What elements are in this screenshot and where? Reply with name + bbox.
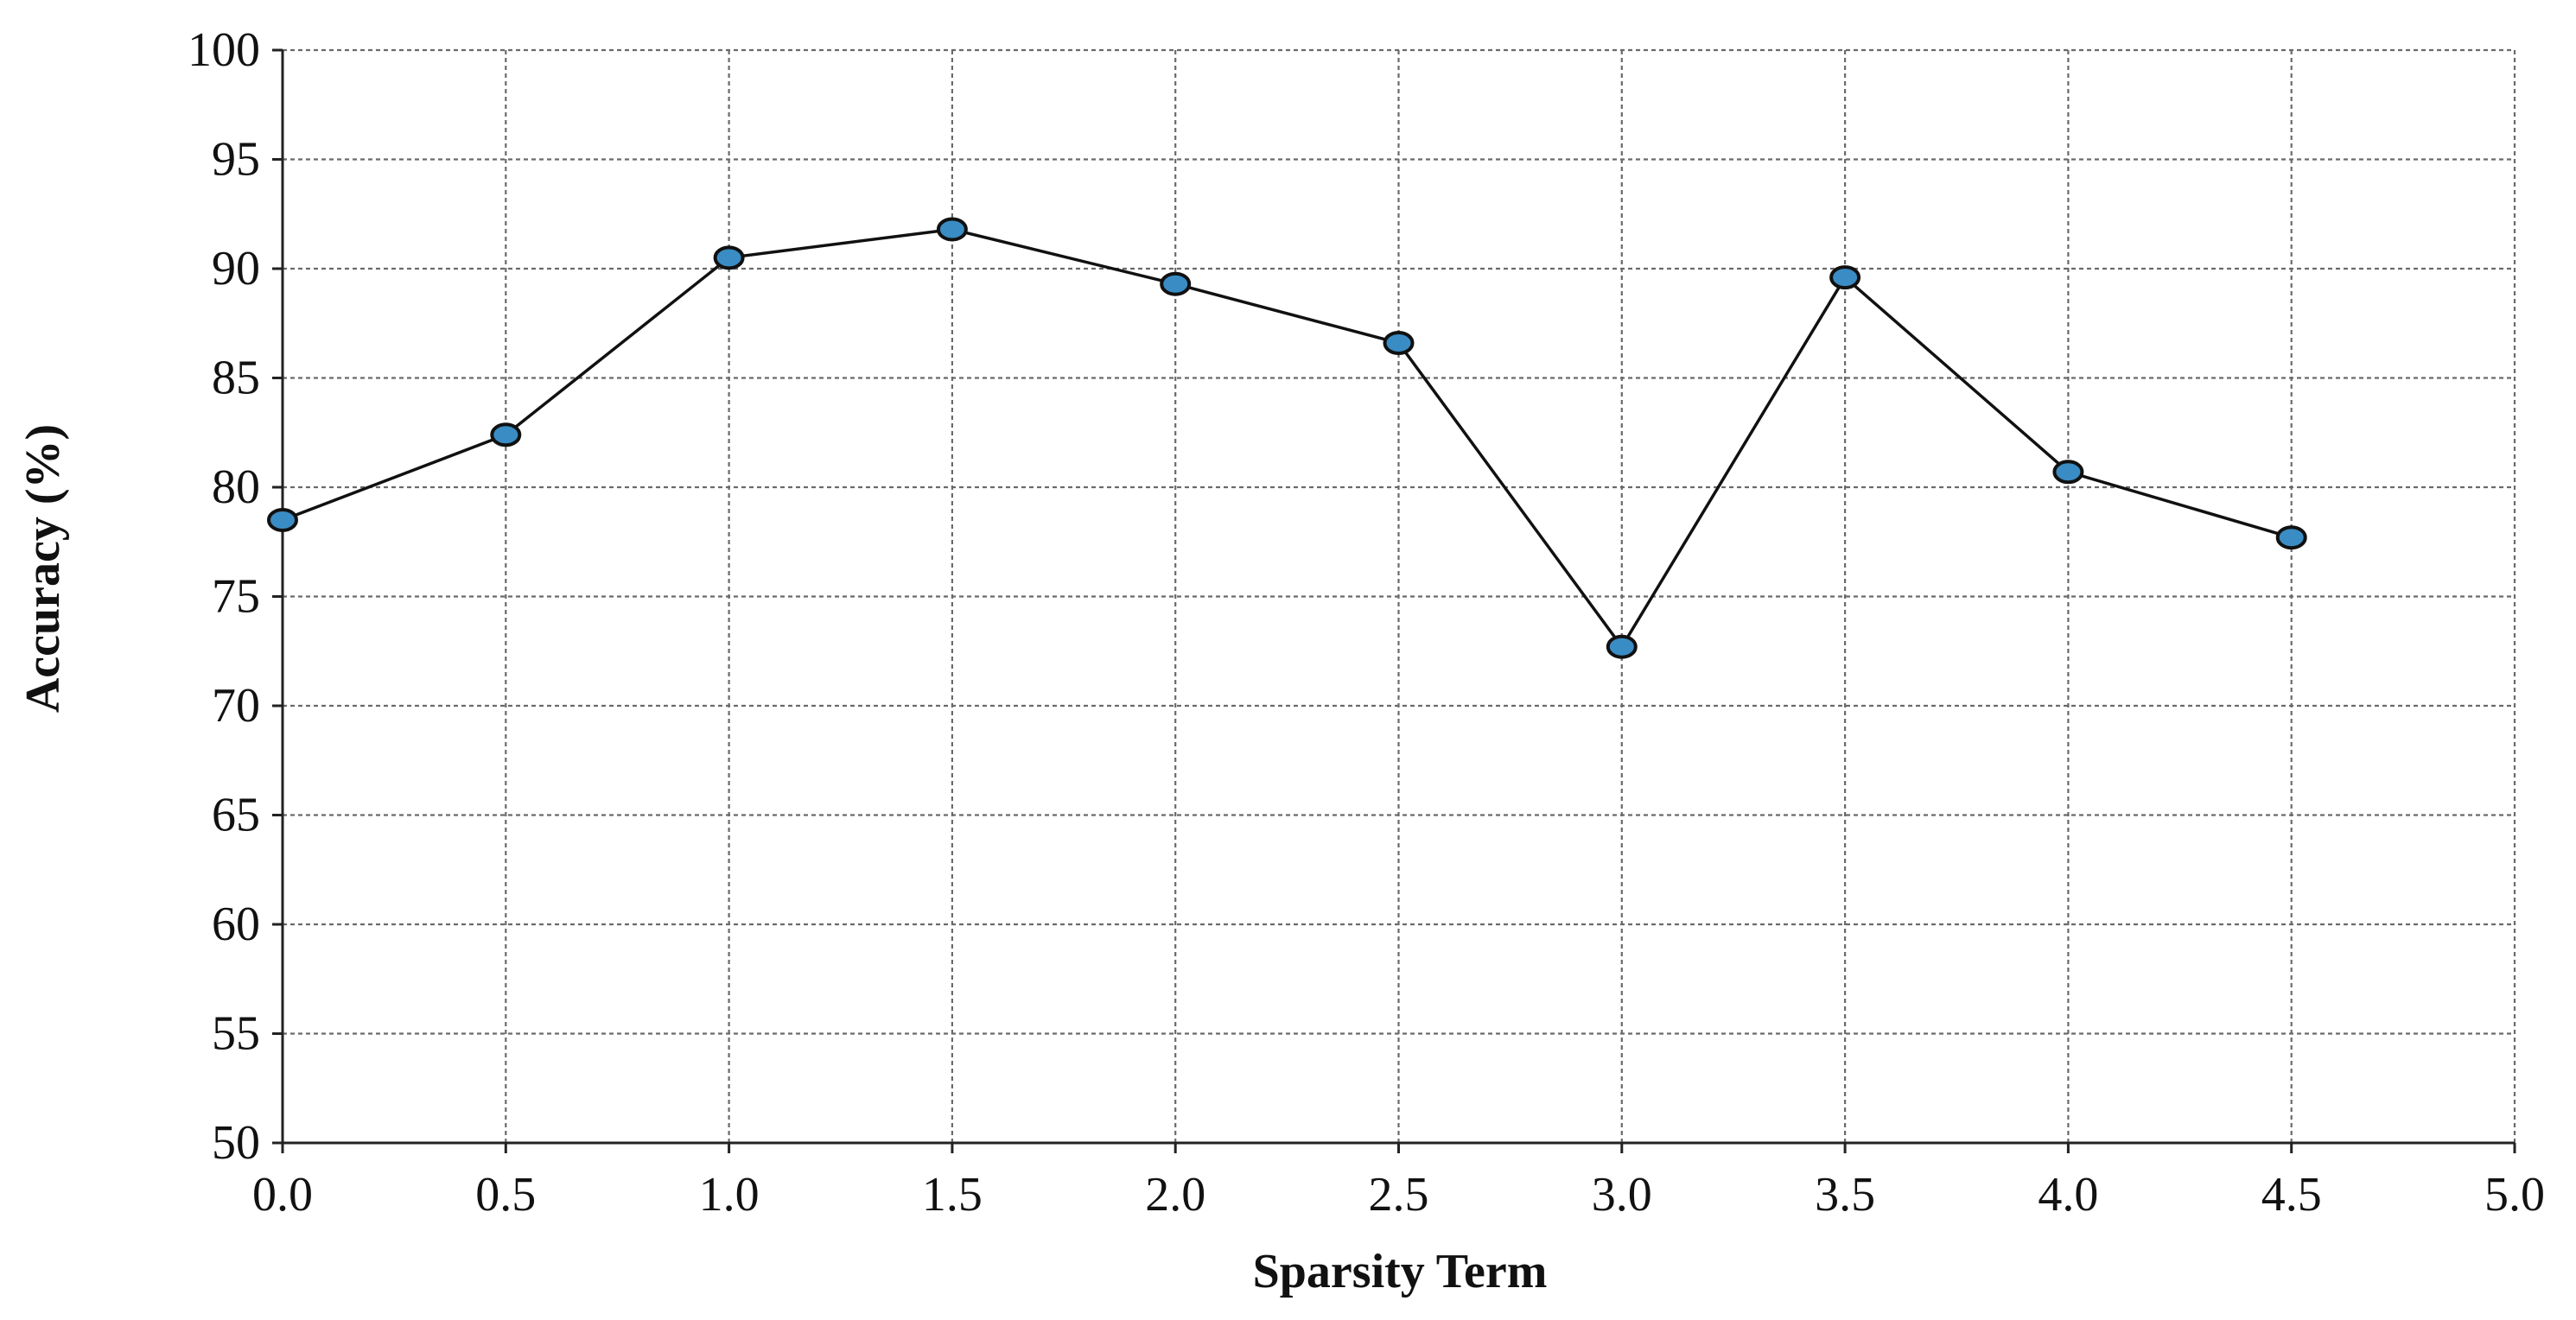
y-tick-label: 50 xyxy=(212,1116,260,1170)
x-tick-label: 0.5 xyxy=(475,1168,536,1222)
x-tick-label: 1.5 xyxy=(922,1168,983,1222)
x-tick-label: 2.0 xyxy=(1145,1168,1205,1222)
y-tick-label: 65 xyxy=(212,789,260,842)
data-point xyxy=(2052,460,2084,485)
y-tick-label: 55 xyxy=(212,1007,260,1061)
x-tick-label: 5.0 xyxy=(2484,1168,2545,1222)
data-point xyxy=(1160,271,1192,296)
y-tick-label: 60 xyxy=(212,898,260,951)
data-point xyxy=(1606,634,1638,659)
y-tick-label: 75 xyxy=(212,570,260,624)
data-point xyxy=(713,245,745,270)
data-point xyxy=(2275,525,2307,550)
x-tick-label: 0.0 xyxy=(252,1168,313,1222)
x-tick-label: 3.5 xyxy=(1815,1168,1875,1222)
x-tick-label: 3.0 xyxy=(1592,1168,1652,1222)
x-tick-label: 4.5 xyxy=(2261,1168,2322,1222)
x-tick-labels: 0.0 0.5 1.0 1.5 2.0 2.5 3.0 3.5 4.0 4.5 5.0 xyxy=(252,1168,2545,1222)
x-tick-label: 1.0 xyxy=(699,1168,760,1222)
data-series xyxy=(267,217,2307,659)
x-tick-label: 4.0 xyxy=(2038,1168,2098,1222)
data-point xyxy=(1829,265,1861,290)
data-point xyxy=(1383,331,1415,356)
y-tick-label: 95 xyxy=(212,133,260,187)
y-axis-title: Accuracy (%) xyxy=(16,424,70,713)
y-tick-label: 90 xyxy=(212,242,260,295)
y-tick-labels: 50 55 60 65 70 75 80 85 90 95 100 xyxy=(188,23,260,1170)
data-point xyxy=(936,217,968,242)
y-tick-label: 80 xyxy=(212,460,260,514)
x-tick-label: 2.5 xyxy=(1369,1168,1429,1222)
gridlines xyxy=(283,48,2516,1143)
data-point xyxy=(267,507,298,532)
axes xyxy=(272,48,2516,1153)
x-axis-title: Sparsity Term xyxy=(1253,1245,1548,1298)
series-line xyxy=(282,227,2293,650)
y-tick-label: 100 xyxy=(188,23,260,77)
data-point xyxy=(490,422,522,447)
y-tick-label: 85 xyxy=(212,352,260,405)
y-tick-label: 70 xyxy=(212,679,260,733)
